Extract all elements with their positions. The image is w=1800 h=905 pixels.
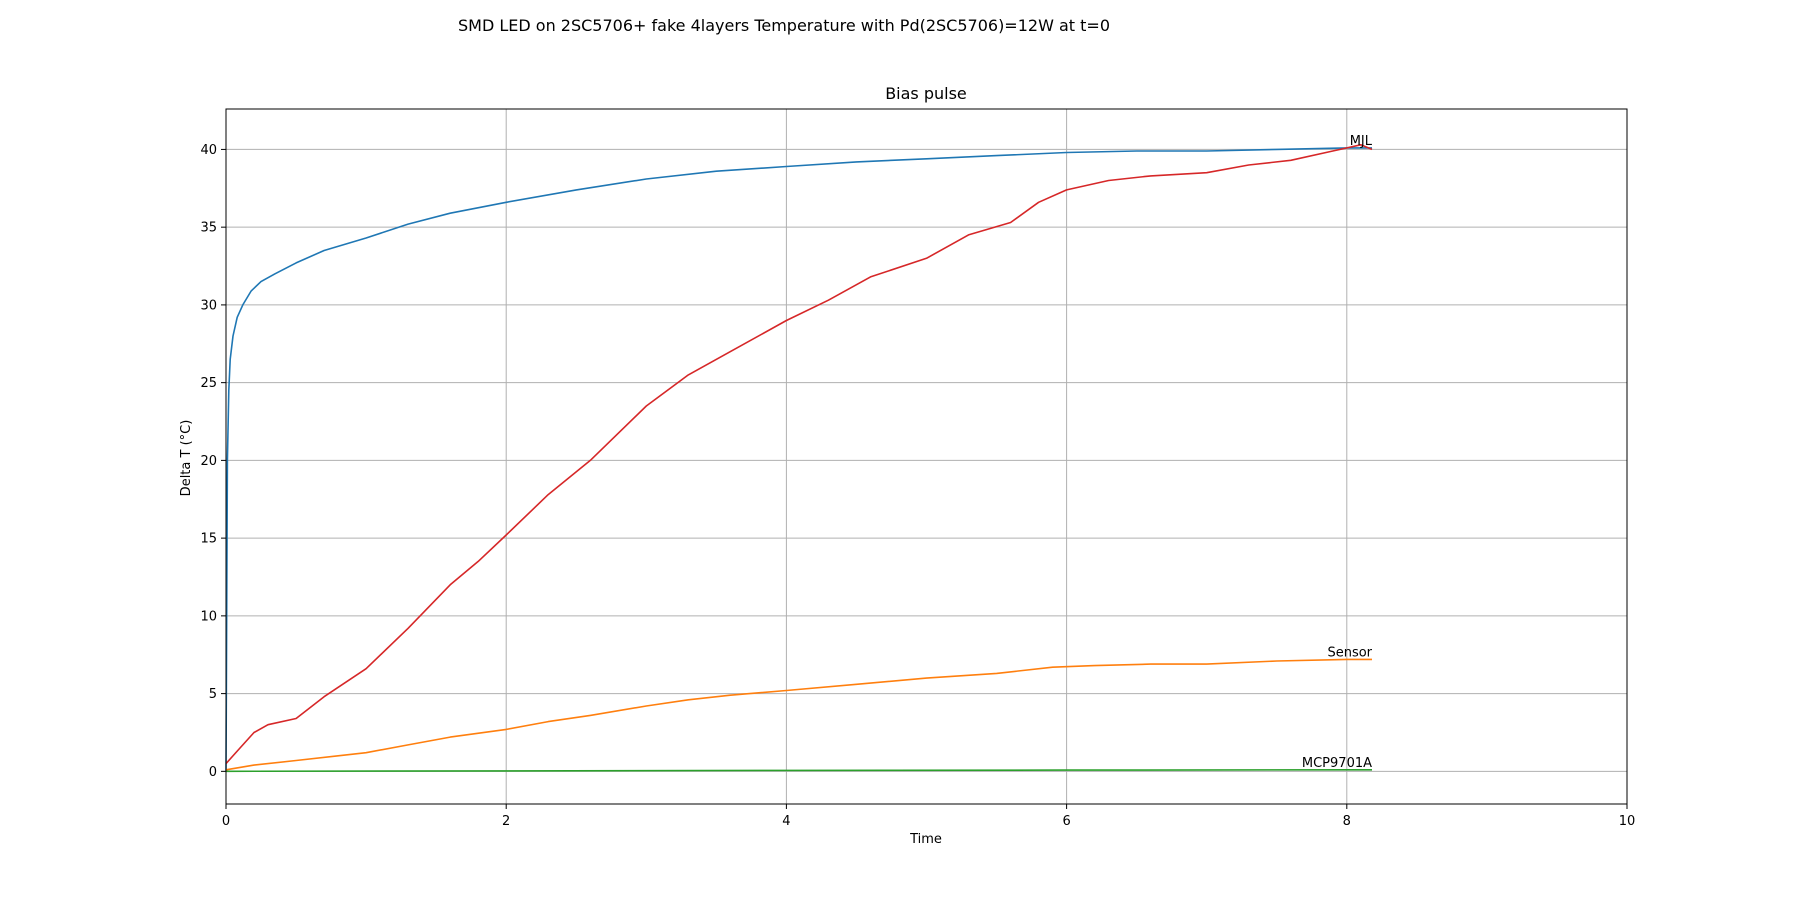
x-tick-label: 6 [1062,814,1070,829]
axis-ticks: 0 2 4 6 8 10 0 5 10 15 20 25 30 35 40 [200,143,1635,829]
x-tick-label: 8 [1343,814,1351,829]
x-axis-label: Time [909,832,942,847]
x-tick-label: 0 [222,814,230,829]
series-line-2 [225,658,1372,771]
x-tick-label: 4 [782,814,790,829]
figure-title: SMD LED on 2SC5706+ fake 4layers Tempera… [458,16,1110,35]
chart-title: Bias pulse [885,84,967,103]
series-labels: MJL Sensor MCP9701A [1302,134,1373,771]
y-tick-label: 30 [200,298,217,313]
plot-area [225,144,1373,773]
series-label: MJL [1350,134,1373,149]
grid [225,109,1628,804]
y-tick-label: 15 [200,532,217,547]
y-tick-label: 10 [200,609,217,624]
x-tick-label: 10 [1619,814,1636,829]
y-tick-label: 25 [200,376,217,391]
series-label: Sensor [1327,645,1372,660]
y-tick-label: 5 [209,687,217,702]
y-tick-label: 0 [209,765,217,780]
y-tick-label: 20 [200,454,217,469]
series-line-0 [225,147,1372,772]
series-line-3 [225,768,1372,773]
y-tick-label: 35 [200,221,217,236]
y-tick-label: 40 [200,143,217,158]
y-axis-label: Delta T (°C) [179,420,194,497]
x-tick-label: 2 [502,814,510,829]
series-line-1 [225,144,1373,765]
axes-frame [225,108,1628,805]
series-label: MCP9701A [1302,756,1372,771]
